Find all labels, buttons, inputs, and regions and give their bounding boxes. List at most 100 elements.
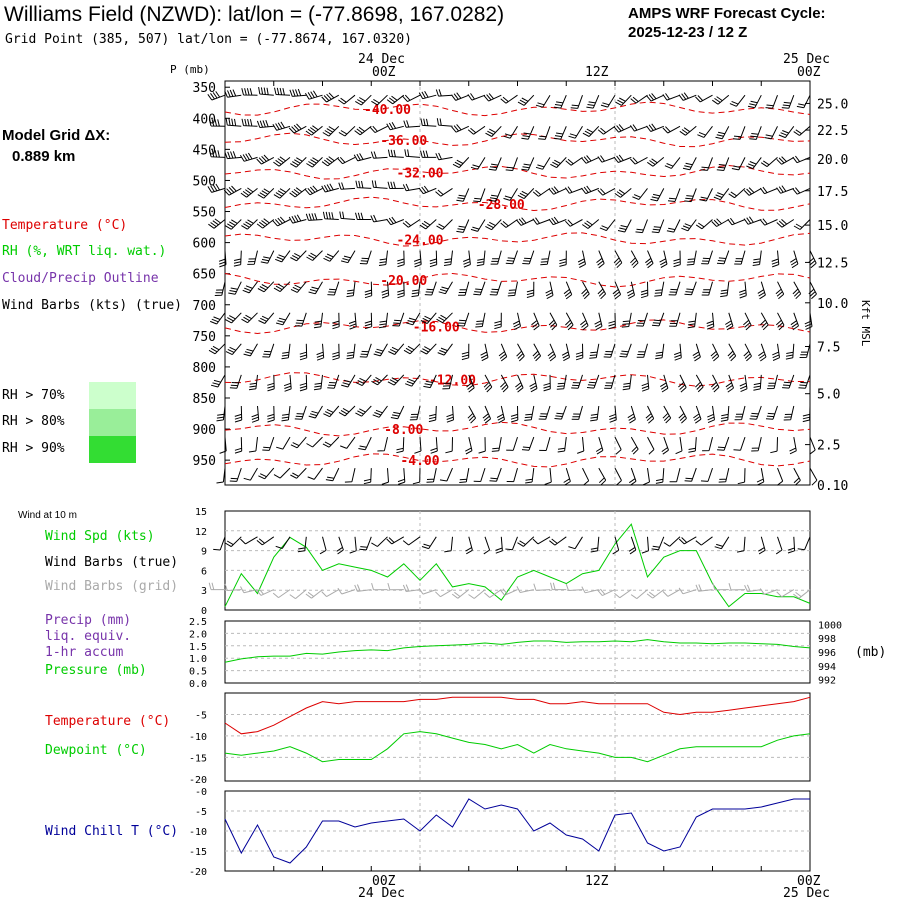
- top-hour-12z: 12Z: [585, 65, 609, 80]
- profile-wind-barb: [490, 250, 502, 265]
- wind-barb-grid: [712, 582, 729, 591]
- profile-wind-barb: [516, 343, 525, 362]
- profile-wind-barb: [756, 468, 765, 486]
- profile-wind-barb: [548, 186, 567, 195]
- profile-wind-barb: [430, 437, 438, 454]
- profile-wind-barb: [785, 343, 795, 360]
- profile-wind-barb: [289, 88, 307, 97]
- profile-wind-barb: [547, 343, 557, 362]
- wind-barb-true: [641, 536, 649, 554]
- wind-barb-grid: [484, 589, 502, 598]
- profile-wind-barb: [364, 281, 373, 299]
- profile-wind-barb: [426, 468, 437, 483]
- profile-wind-barb: [597, 187, 616, 196]
- profile-wind-barb: [313, 374, 323, 391]
- profile-wind-barb: [586, 95, 600, 109]
- wind-barb-true: [758, 536, 766, 555]
- bottom-date-25dec: 25 Dec: [783, 886, 830, 900]
- wind-barb-true: [590, 536, 600, 553]
- profile-wind-barb: [516, 217, 535, 226]
- profile-wind-barb: [500, 219, 518, 228]
- temperature-contour-label: -24.00: [397, 233, 444, 248]
- profile-wind-barb: [799, 343, 811, 358]
- profile-wind-barb: [414, 437, 422, 454]
- profile-wind-barb: [775, 281, 785, 300]
- profile-wind-barb: [557, 437, 567, 453]
- wind-barb-true: [505, 536, 518, 551]
- profile-wind-barb: [538, 405, 551, 420]
- rh-90-label: RH > 90%: [2, 441, 65, 456]
- profile-wind-barb: [529, 374, 538, 393]
- wind-barb-grid: [565, 583, 583, 591]
- profile-wind-barb: [387, 181, 404, 189]
- profile-wind-barb: [647, 157, 665, 167]
- wind-barb-grid: [256, 588, 275, 596]
- profile-wind-barb: [770, 437, 778, 454]
- profile-wind-barb: [340, 250, 356, 264]
- profile-wind-barb: [684, 188, 697, 203]
- profile-wind-barb: [808, 281, 817, 300]
- wind-barb-grid: [776, 589, 795, 598]
- wind-barb-true: [695, 536, 713, 546]
- profile-wind-barb: [532, 187, 551, 197]
- wind-barb-true: [319, 536, 327, 555]
- profile-wind-barb: [218, 250, 227, 268]
- profile-wind-barb: [619, 343, 632, 358]
- profile-wind-barb: [274, 87, 291, 96]
- profile-wind-barb: [241, 88, 258, 96]
- profile-wind-barb: [257, 188, 275, 199]
- profile-wind-barb: [647, 436, 655, 455]
- profile-wind-barb: [239, 152, 258, 162]
- profile-wind-barb: [505, 157, 518, 171]
- profile-wind-barb: [381, 281, 390, 299]
- windchill-label: Wind Chill T (°C): [45, 824, 179, 839]
- profile-wind-barb: [234, 437, 243, 454]
- profile-wind-barb: [459, 468, 470, 483]
- precip-ytick-label: 0.0: [189, 679, 207, 690]
- profile-wind-barb: [684, 467, 697, 482]
- profile-wind-barb: [729, 94, 746, 107]
- wind-barb-true: [714, 536, 730, 550]
- profile-wind-barb: [771, 250, 780, 268]
- windchill-ytick-label: -20: [189, 867, 207, 878]
- temperature-label: Temperature (°C): [45, 714, 171, 729]
- wind-barb-grid: [387, 582, 404, 591]
- profile-wind-barb: [757, 281, 766, 300]
- profile-wind-barb: [660, 374, 669, 393]
- profile-wind-barb: [700, 157, 713, 171]
- profile-wind-barb: [521, 157, 535, 171]
- profile-wind-barb: [699, 188, 713, 202]
- profile-wind-barb: [325, 467, 340, 482]
- profile-wind-barb: [397, 250, 405, 268]
- pressure-tick-label: 350: [193, 81, 216, 96]
- profile-wind-barb: [646, 93, 665, 102]
- profile-wind-barb: [321, 183, 339, 193]
- profile-wind-barb: [524, 405, 535, 421]
- profile-wind-barb: [556, 374, 567, 390]
- profile-wind-barb: [355, 94, 372, 106]
- profile-wind-barb: [327, 374, 340, 389]
- wind-barb-grid: [418, 588, 437, 595]
- profile-wind-barb: [731, 157, 746, 171]
- profile-wind-barb: [636, 343, 648, 358]
- profile-wind-barb: [210, 374, 226, 388]
- profile-wind-barb: [600, 94, 616, 108]
- profile-wind-barb: [364, 312, 373, 330]
- profile-wind-barb: [682, 157, 697, 171]
- wind-barb-grid: [402, 584, 421, 592]
- wind-barb-grid: [305, 589, 323, 599]
- profile-wind-barb: [716, 157, 730, 171]
- profile-wind-barb: [577, 250, 586, 268]
- wind-barb-grid: [240, 586, 258, 594]
- profile-wind-barb: [229, 374, 242, 389]
- profile-wind-barb: [759, 218, 778, 226]
- profile-wind-barb: [636, 312, 648, 327]
- profile-wind-barb: [456, 219, 470, 233]
- profile-wind-barb: [294, 405, 307, 420]
- profile-wind-barb: [725, 312, 734, 331]
- profile-wind-barb: [597, 155, 616, 163]
- profile-wind-barb: [525, 468, 535, 484]
- wind-barb-grid: [550, 582, 567, 591]
- top-hour-00z-a: 00Z: [372, 65, 396, 80]
